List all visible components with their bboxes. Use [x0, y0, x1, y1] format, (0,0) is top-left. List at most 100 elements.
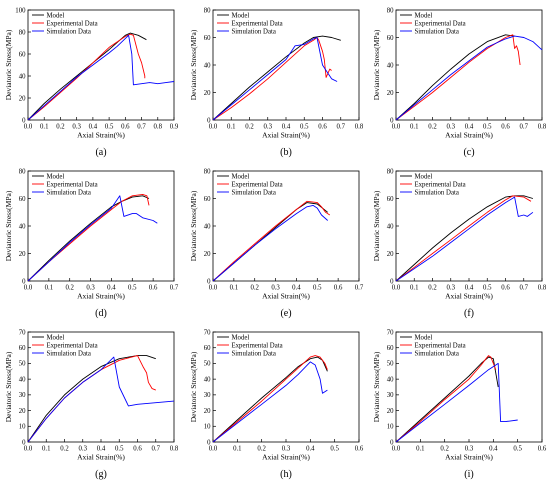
chart-panel: 0.0 0.1 0.2 0.3 0.4 0.5 0.6 0.7 0.8 0 20 40 60 80 Axia…: [372, 168, 547, 319]
series-line-simulation-data: [395, 362, 518, 443]
x-tick-label: 0.5: [115, 446, 124, 453]
series-line-simulation-data: [27, 356, 175, 443]
chart-panel: 0.0 0.1 0.2 0.3 0.4 0.5 0.6 0.7 0.8 0 20 40 60 80 Axia…: [189, 7, 364, 158]
legend-entry: Experimental Data: [47, 342, 98, 349]
panel-label: (f): [464, 308, 474, 319]
y-tick-label: 50: [204, 361, 211, 368]
legend-entry: Experimental Data: [232, 181, 283, 188]
x-tick-label: 0.0: [392, 446, 401, 453]
y-tick-label: 20: [19, 408, 26, 415]
legend-entry: Simulation Data: [232, 350, 276, 357]
y-tick-label: 30: [19, 392, 26, 399]
panel-label: (c): [463, 147, 474, 158]
y-tick-label: 20: [204, 90, 211, 97]
legend-entry: Model: [415, 173, 433, 180]
legend-entry: Simulation Data: [415, 28, 459, 35]
x-tick-label: 0.4: [282, 124, 291, 131]
y-tick-label: 50: [19, 361, 26, 368]
x-tick-label: 0.1: [233, 446, 242, 453]
x-axis-label: Axial Strain(%): [445, 292, 493, 301]
series-line-simulation-data: [395, 35, 543, 121]
y-axis-label: Deviatoric Stress(MPa): [4, 29, 13, 100]
legend-entry: Model: [415, 12, 433, 19]
y-axis-label: Deviatoric Stress(MPa): [4, 351, 13, 422]
series-line-experimental-data: [27, 355, 156, 443]
x-tick-label: 0.9: [170, 124, 179, 131]
x-tick-label: 0.6: [121, 124, 130, 131]
x-tick-label: 0.7: [520, 124, 529, 131]
y-tick-label: 100: [15, 7, 26, 14]
x-tick-label: 0.1: [416, 446, 425, 453]
x-tick-label: 0.7: [170, 285, 179, 292]
chart-panel: 0.0 0.1 0.2 0.3 0.4 0.5 0.6 0.7 0.8 0 10 20 30 40 50 60…: [4, 329, 179, 480]
series-line-experimental-data: [212, 355, 328, 443]
series-line-model: [212, 35, 341, 121]
x-tick-label: 0.4: [306, 446, 315, 453]
x-tick-label: 0.3: [465, 446, 474, 453]
x-tick-label: 0.6: [501, 285, 510, 292]
legend-entry: Simulation Data: [47, 189, 91, 196]
legend-entry: Model: [232, 12, 250, 19]
series-line-simulation-data: [212, 204, 328, 282]
y-axis-label: Deviatoric Stress(MPa): [372, 29, 381, 100]
x-axis-label: Axial Strain(%): [262, 292, 310, 301]
y-axis-label: Deviatoric Stress(MPa): [372, 351, 381, 422]
legend-entry: Experimental Data: [415, 20, 466, 27]
x-tick-label: 0.5: [483, 124, 492, 131]
x-tick-label: 0.2: [60, 446, 69, 453]
legend-entry: Simulation Data: [47, 350, 91, 357]
y-tick-label: 50: [387, 361, 394, 368]
series-line-simulation-data: [27, 195, 158, 282]
x-tick-label: 0.4: [465, 124, 474, 131]
x-tick-label: 0.6: [538, 446, 547, 453]
x-tick-label: 0.0: [209, 124, 218, 131]
legend-entry: Model: [232, 173, 250, 180]
y-tick-label: 40: [19, 376, 26, 383]
series-line-experimental-data: [395, 34, 521, 121]
y-tick-label: 20: [387, 408, 394, 415]
series-line-experimental-data: [212, 37, 332, 121]
x-tick-label: 0.5: [105, 124, 114, 131]
x-tick-label: 0.3: [86, 285, 95, 292]
x-tick-label: 0.3: [79, 446, 88, 453]
x-tick-label: 0.2: [257, 446, 266, 453]
series-line-simulation-data: [395, 196, 534, 282]
x-tick-label: 0.2: [56, 124, 65, 131]
y-tick-label: 40: [204, 62, 211, 69]
y-tick-label: 20: [387, 90, 394, 97]
x-tick-label: 0.0: [209, 446, 218, 453]
y-tick-label: 60: [19, 345, 26, 352]
x-axis-label: Axial Strain(%): [262, 453, 310, 462]
x-tick-label: 0.5: [300, 124, 309, 131]
series-line-model: [27, 32, 147, 121]
panel-label: (b): [280, 147, 292, 158]
y-tick-label: 0: [207, 117, 211, 124]
y-tick-label: 60: [387, 35, 394, 42]
y-axis-label: Deviatoric Stress(MPa): [4, 190, 13, 261]
x-tick-label: 0.6: [501, 124, 510, 131]
series-line-model: [27, 195, 150, 282]
y-tick-label: 80: [204, 168, 211, 175]
panel-label: (a): [95, 147, 106, 158]
y-tick-label: 0: [22, 117, 26, 124]
x-tick-label: 0.6: [133, 446, 142, 453]
x-tick-label: 0.2: [428, 124, 437, 131]
x-tick-label: 0.1: [230, 285, 239, 292]
series-line-simulation-data: [27, 34, 175, 121]
y-axis-label: Deviatoric Stress(MPa): [189, 351, 198, 422]
legend-entry: Simulation Data: [232, 189, 276, 196]
x-tick-label: 0.5: [313, 285, 322, 292]
chart-panel: 0.0 0.1 0.2 0.3 0.4 0.5 0.6 0.7 0 20 40 60 80 Axial S…: [4, 168, 179, 319]
y-tick-label: 0: [22, 278, 26, 285]
series-line-experimental-data: [27, 33, 146, 121]
x-axis-label: Axial Strain(%): [445, 453, 493, 462]
y-tick-label: 20: [387, 251, 394, 258]
y-tick-label: 40: [387, 376, 394, 383]
x-tick-label: 0.3: [447, 124, 456, 131]
legend-entry: Simulation Data: [415, 350, 459, 357]
y-tick-label: 40: [204, 376, 211, 383]
x-tick-label: 0.5: [483, 285, 492, 292]
y-tick-label: 70: [19, 329, 26, 336]
